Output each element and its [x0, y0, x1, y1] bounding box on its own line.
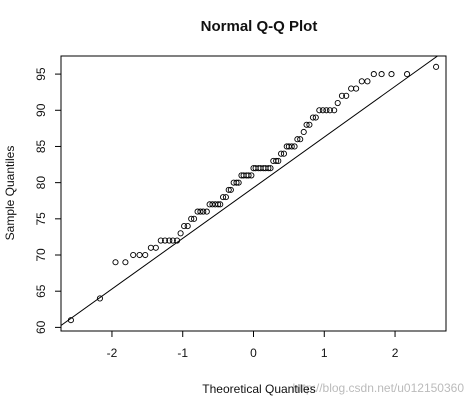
data-point [364, 78, 371, 85]
data-point [177, 230, 184, 237]
watermark: http://blog.csdn.net/u012150360 [293, 381, 465, 395]
data-point [174, 237, 181, 244]
y-tick-label: 65 [34, 284, 48, 298]
qq-reference-line [61, 56, 439, 326]
data-point [404, 71, 411, 78]
y-tick-label: 90 [34, 103, 48, 117]
data-point [200, 208, 207, 215]
x-tick-label: 1 [321, 346, 328, 360]
data-point [316, 107, 323, 114]
data-point [227, 186, 234, 193]
x-tick-label: -2 [107, 346, 118, 360]
data-point [233, 179, 240, 186]
data-point [267, 165, 274, 172]
data-point [225, 186, 232, 193]
data-point [291, 143, 298, 150]
data-point [184, 223, 191, 230]
data-point [245, 172, 252, 179]
points-group [67, 63, 440, 324]
reference-line-group [61, 56, 439, 326]
x-axis: -2 -1 0 1 2 [107, 331, 399, 360]
data-point [147, 244, 154, 251]
y-tick-label: 80 [34, 176, 48, 190]
data-point [358, 78, 365, 85]
data-point [338, 92, 346, 99]
data-point [297, 136, 304, 143]
data-point [348, 85, 355, 92]
data-point [222, 194, 229, 201]
y-tick-label: 70 [34, 248, 48, 262]
x-tick-label: 0 [250, 346, 257, 360]
data-point [188, 215, 195, 222]
data-point [388, 71, 395, 78]
plot-frame [60, 55, 447, 332]
data-point [285, 143, 292, 150]
data-point [306, 121, 313, 128]
data-point [370, 71, 377, 78]
data-point [215, 201, 222, 208]
data-point [152, 244, 159, 251]
data-point [275, 157, 282, 164]
data-point [294, 136, 301, 143]
data-point [122, 259, 129, 266]
data-point [273, 157, 280, 164]
data-point [197, 208, 204, 215]
data-point [248, 172, 255, 179]
y-tick-label: 85 [34, 139, 48, 153]
data-point [288, 143, 295, 150]
data-point [235, 179, 242, 186]
data-point [265, 165, 272, 172]
data-point [323, 107, 330, 114]
x-tick-label: -1 [177, 346, 188, 360]
data-point [136, 251, 143, 259]
data-point [278, 150, 285, 157]
data-point [142, 251, 149, 259]
data-point [169, 237, 176, 244]
data-point [331, 107, 338, 114]
data-point [433, 63, 440, 70]
x-tick-label: 2 [392, 346, 399, 360]
data-point [194, 208, 201, 215]
data-point [112, 259, 119, 266]
data-point [280, 150, 287, 157]
y-tick-label: 75 [34, 212, 48, 226]
data-point [220, 194, 227, 201]
data-point [217, 201, 224, 208]
data-point [326, 107, 333, 114]
chart-title: Normal Q-Q Plot [201, 18, 318, 35]
y-axis: 60 65 70 75 80 85 90 95 [34, 67, 61, 334]
data-point [67, 317, 74, 324]
data-point [206, 201, 213, 208]
x-axis-label: Theoretical Quantiles [202, 382, 315, 396]
y-tick-label: 95 [34, 67, 48, 81]
data-point [209, 201, 216, 208]
y-axis-label: Sample Quantiles [3, 146, 17, 241]
data-point [300, 128, 307, 136]
data-point [203, 208, 210, 215]
y-tick-label: 60 [34, 320, 48, 334]
data-point [309, 114, 316, 121]
data-point [181, 223, 188, 230]
data-point [130, 251, 137, 259]
data-point [157, 237, 164, 244]
data-point [96, 295, 103, 302]
data-point [353, 85, 360, 92]
data-point [191, 215, 198, 222]
data-point [334, 99, 341, 107]
data-point [161, 237, 169, 244]
data-point [319, 107, 326, 114]
data-point [343, 92, 350, 99]
data-point [166, 237, 173, 244]
data-point [312, 114, 319, 121]
data-point [378, 71, 385, 78]
data-point [303, 121, 310, 128]
